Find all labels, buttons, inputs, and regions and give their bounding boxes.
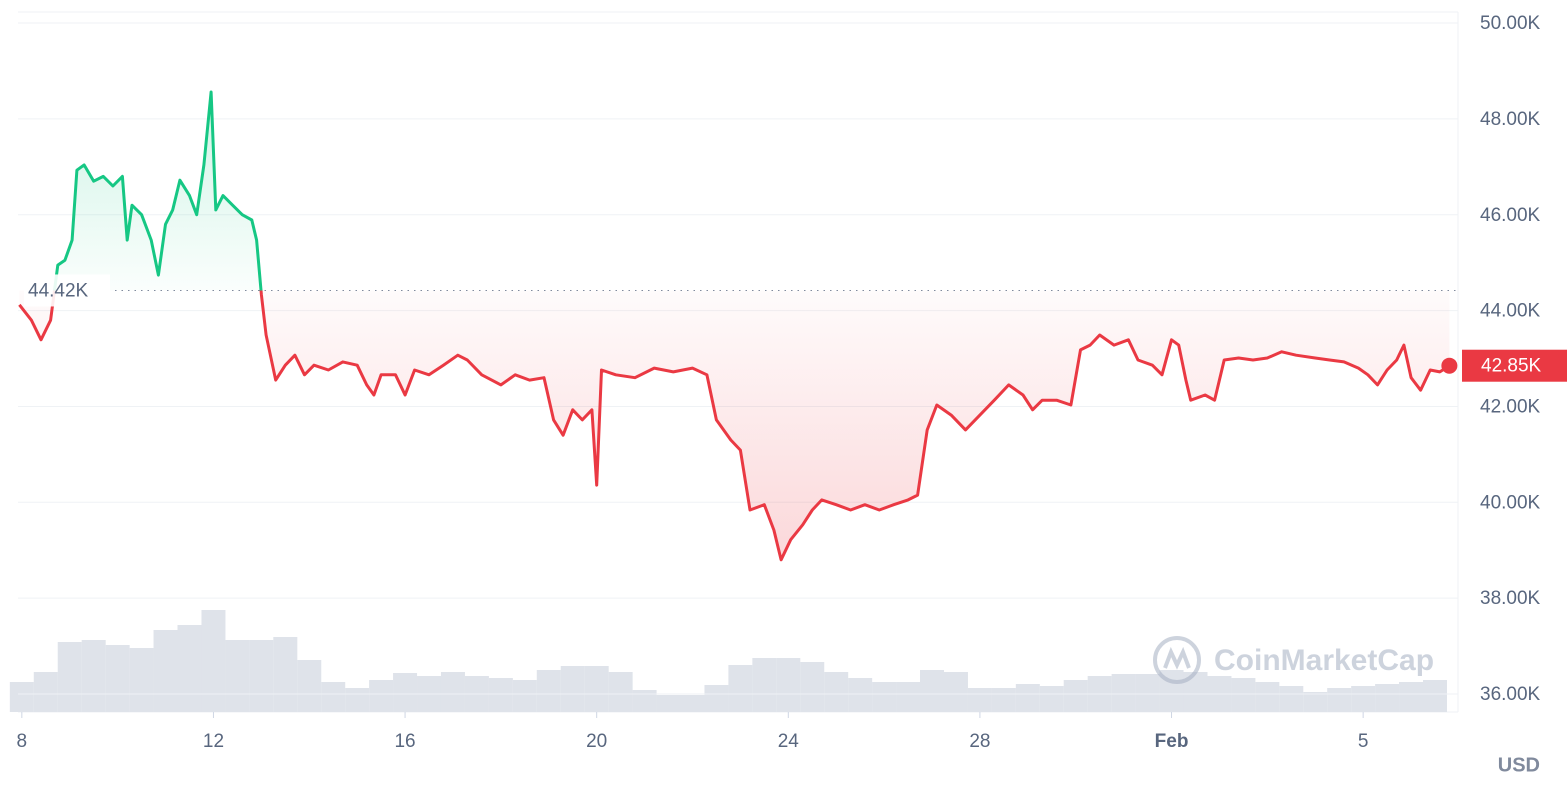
volume-bar <box>608 672 633 712</box>
volume-bar <box>297 660 322 712</box>
volume-bar <box>512 680 537 712</box>
volume-bar <box>1231 678 1256 712</box>
x-tick-label: 28 <box>969 731 990 752</box>
x-tick-label: 20 <box>586 731 607 752</box>
volume-bar <box>33 672 58 712</box>
volume-bar <box>896 682 921 712</box>
volume-bar <box>393 673 418 712</box>
volume-bar <box>9 682 34 712</box>
volume-bar <box>728 665 753 712</box>
volume-bar <box>800 662 825 712</box>
volume-bar <box>225 640 250 712</box>
volume-bar <box>321 682 346 712</box>
y-tick-label: 48.00K <box>1480 109 1541 130</box>
volume-bar <box>967 688 992 712</box>
volume-bar <box>1015 684 1040 712</box>
volume-bar <box>632 690 657 712</box>
price-area <box>19 92 1450 560</box>
volume-bar <box>1303 692 1328 712</box>
watermark: CoinMarketCap <box>1153 636 1434 684</box>
volume-bar <box>488 678 513 712</box>
volume-bar <box>943 672 968 712</box>
x-tick-label: 8 <box>17 731 28 752</box>
y-tick-label: 42.00K <box>1480 396 1541 417</box>
volume-bar <box>369 680 394 712</box>
volume-bar <box>872 682 897 712</box>
volume-bar <box>129 648 154 712</box>
volume-bar <box>177 625 202 712</box>
volume-bar <box>249 640 274 712</box>
volume-bar <box>57 642 82 712</box>
y-tick-label: 46.00K <box>1480 205 1541 226</box>
volume-bar <box>991 688 1016 712</box>
volume-bar <box>1375 684 1400 712</box>
volume-bar <box>1423 680 1448 712</box>
volume-bar <box>345 688 370 712</box>
volume-bar <box>1135 674 1160 712</box>
volume-bar <box>848 678 873 712</box>
volume-bar <box>1111 674 1136 712</box>
volume-bar <box>273 637 298 712</box>
volume-bar <box>1039 686 1064 712</box>
volume-bar <box>105 645 130 712</box>
volume-bar <box>656 695 681 712</box>
volume-bar <box>584 666 609 712</box>
y-tick-label: 40.00K <box>1480 492 1541 513</box>
last-point <box>1441 357 1458 374</box>
last-price-label: 42.85K <box>1481 356 1542 377</box>
volume-bar <box>824 672 849 712</box>
volume-bar <box>153 630 178 712</box>
volume-bar <box>776 658 801 712</box>
volume-bar <box>201 610 226 712</box>
volume-bar <box>1399 682 1424 712</box>
y-tick-label: 38.00K <box>1480 588 1541 609</box>
volume-bar <box>1255 682 1280 712</box>
x-tick-label: 12 <box>203 731 224 752</box>
volume-bar <box>680 695 705 712</box>
volume-bar <box>1327 688 1352 712</box>
y-tick-label: 36.00K <box>1480 684 1541 705</box>
volume-bar <box>536 670 561 712</box>
price-line <box>18 90 1451 562</box>
x-tick-label: 16 <box>394 731 415 752</box>
volume <box>9 610 1448 712</box>
x-tick-label: Feb <box>1155 731 1189 752</box>
volume-bar <box>440 672 465 712</box>
reference-label-bg <box>24 274 110 307</box>
volume-bar <box>560 666 585 712</box>
volume-bar <box>920 670 945 712</box>
watermark-text: CoinMarketCap <box>1214 644 1434 677</box>
volume-bar <box>1351 686 1376 712</box>
reference-label: 44.42K <box>28 280 89 301</box>
volume-bar <box>1279 686 1304 712</box>
x-tick-label: 5 <box>1358 731 1369 752</box>
volume-bar <box>81 640 106 712</box>
volume-bar <box>1063 680 1088 712</box>
y-tick-label: 50.00K <box>1480 13 1541 34</box>
unit-label: USD <box>1498 754 1540 776</box>
x-tick-label: 24 <box>778 731 800 752</box>
volume-bar <box>752 658 777 712</box>
volume-bar <box>704 685 729 712</box>
last-price-badge <box>1462 349 1567 382</box>
y-tick-label: 44.00K <box>1480 301 1541 322</box>
